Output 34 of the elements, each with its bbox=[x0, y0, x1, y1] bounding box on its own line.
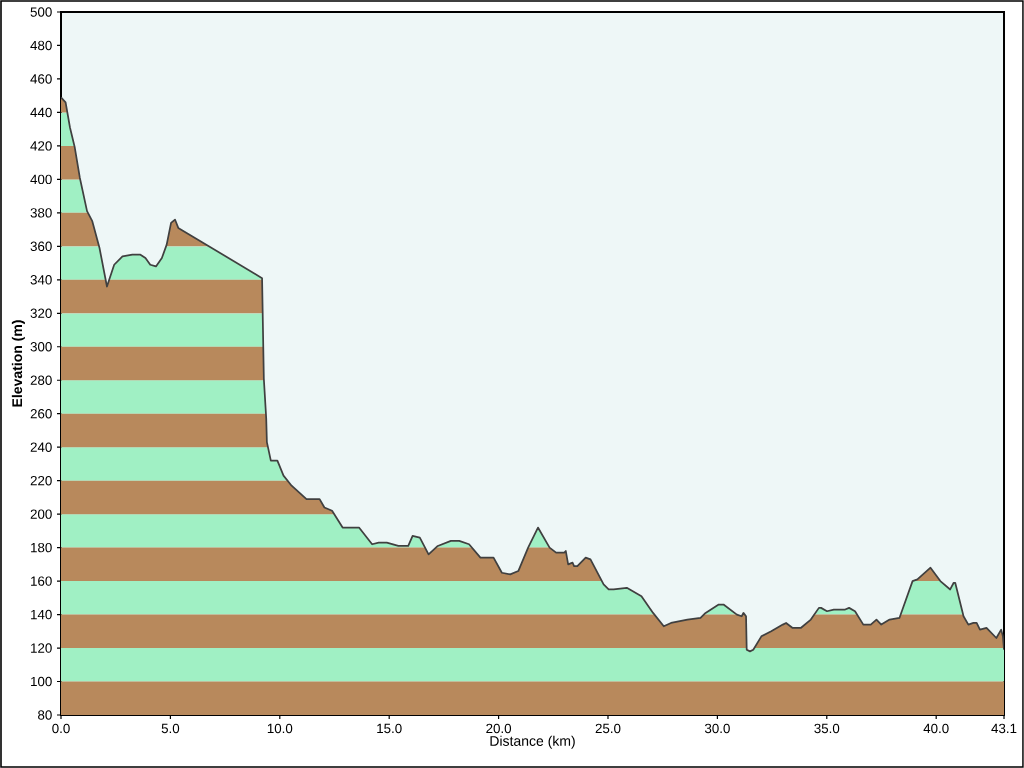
y-tick-label: 240 bbox=[30, 442, 52, 452]
x-tick-label: 30.0 bbox=[704, 723, 730, 734]
x-tick-label: 43.1 bbox=[991, 723, 1017, 734]
x-axis-title: Distance (km) bbox=[490, 735, 575, 749]
y-tick-label: 100 bbox=[31, 676, 52, 687]
y-tick-label: 260 bbox=[30, 409, 52, 419]
y-tick-label: 200 bbox=[30, 509, 52, 519]
y-tick-label: 480 bbox=[30, 40, 52, 51]
x-tick-label: 10.0 bbox=[267, 723, 293, 734]
y-tick-label: 220 bbox=[30, 475, 52, 486]
y-tick-label: 400 bbox=[30, 174, 52, 185]
y-tick-label: 80 bbox=[38, 710, 52, 720]
x-tick-label: 40.0 bbox=[923, 723, 949, 734]
x-tick-label: 20.0 bbox=[486, 723, 512, 734]
y-tick-label: 420 bbox=[30, 141, 52, 151]
x-tick-label: 0.0 bbox=[52, 723, 70, 734]
y-tick-label: 440 bbox=[30, 107, 52, 118]
y-tick-label: 120 bbox=[31, 643, 52, 653]
y-tick-label: 140 bbox=[31, 609, 52, 620]
y-tick-label: 360 bbox=[30, 241, 52, 252]
x-tick-label: 5.0 bbox=[161, 723, 180, 734]
y-axis-title: Elevation (m) bbox=[11, 320, 25, 407]
x-tick-label: 25.0 bbox=[595, 723, 621, 734]
y-tick-label: 500 bbox=[30, 7, 52, 17]
y-tick-label: 460 bbox=[30, 74, 52, 84]
y-tick-label: 300 bbox=[30, 342, 52, 352]
y-tick-label: 380 bbox=[30, 208, 52, 218]
y-tick-label: 280 bbox=[30, 375, 52, 385]
x-tick-label: 35.0 bbox=[814, 723, 840, 734]
y-tick-label: 160 bbox=[31, 576, 52, 586]
x-tick-label: 15.0 bbox=[377, 723, 402, 734]
y-tick-label: 340 bbox=[30, 275, 52, 285]
y-tick-label: 320 bbox=[30, 308, 52, 318]
y-tick-label: 180 bbox=[31, 542, 52, 553]
